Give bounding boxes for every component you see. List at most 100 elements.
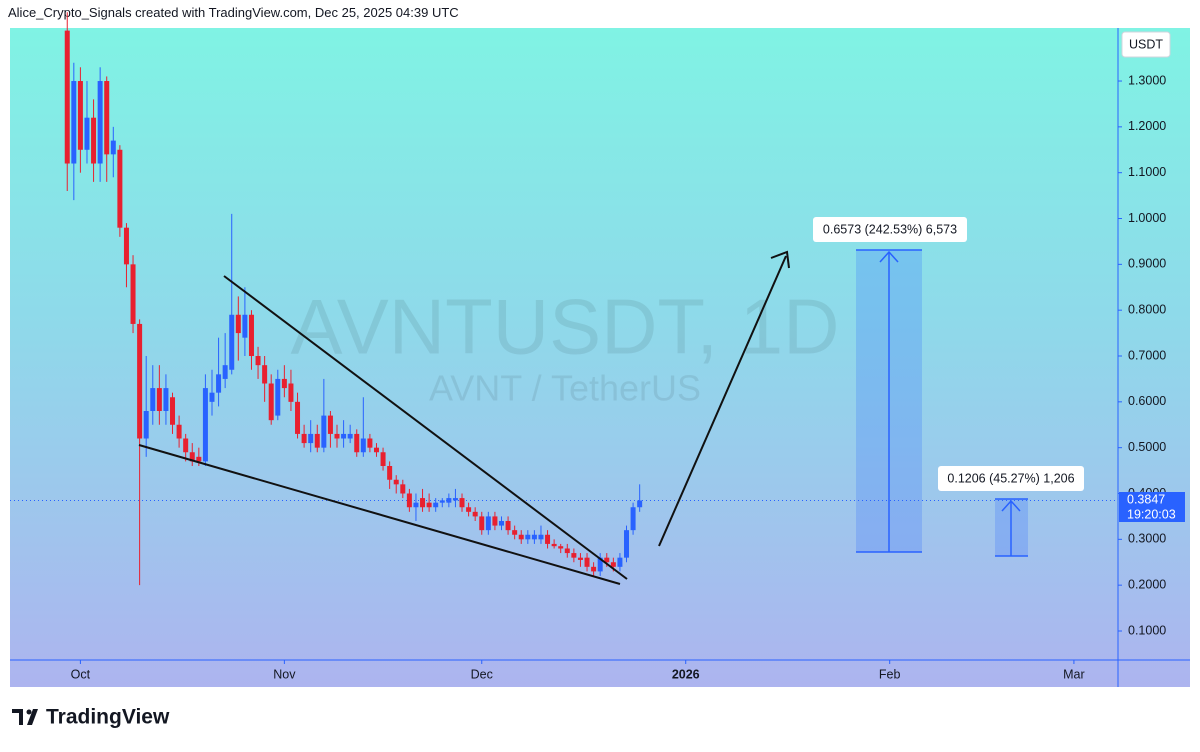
price-tag-countdown: 19:20:03 [1127,507,1176,521]
candle-body [334,433,340,439]
projection-arrow [658,255,787,547]
candle-body [262,365,268,384]
candle-body [591,566,597,572]
candle-body [624,530,630,558]
candle-body [189,452,195,462]
y-tick-label: 0.9000 [1128,257,1166,271]
x-tick-label: Dec [471,667,493,681]
candle-body [485,516,491,531]
candle-body [630,507,636,531]
candle-body [518,534,524,540]
candle-body [104,81,110,155]
candle-body [295,401,301,434]
wedge-lower-line [138,444,621,585]
candle-body [327,415,333,434]
y-tick-label: 0.8000 [1128,302,1166,316]
candle-body [301,433,307,444]
candle-body [373,447,379,453]
y-tick-label: 1.1000 [1128,165,1166,179]
candle-body [459,498,465,508]
candle-body [123,227,129,265]
price-tag [1119,492,1185,522]
logo-shape [26,709,32,715]
candle-body [110,140,116,155]
candle-body [577,557,583,560]
candle-body [413,502,419,508]
candle-body [406,493,412,508]
candle-body [137,323,143,439]
currency-box[interactable] [1121,31,1171,58]
candle-body [393,479,399,485]
measure-arrow-head [1001,499,1021,512]
y-tick-label: 0.7000 [1128,348,1166,362]
candle-body [255,356,261,366]
watermark-symbol: AVNTUSDT, 1D [291,283,840,371]
header-text: Alice_Crypto_Signals created with Tradin… [8,5,459,20]
measure-label-box [938,466,1084,491]
candle-body [202,388,208,462]
chart-background [10,28,1190,687]
candle-body [242,314,248,338]
candle-body [479,516,485,531]
brand-logo [12,709,38,725]
candle-body [150,388,156,412]
candle-body [367,438,373,448]
measure-label: 0.1206 (45.27%) 1,206 [947,471,1074,485]
candle-body [341,433,347,439]
candle-body [525,534,531,540]
candle-body [558,546,564,549]
candle-body [288,383,294,402]
candle-body [637,500,643,508]
candle-body [551,543,557,547]
measure-label-box [813,217,967,242]
logo-shape [12,709,23,713]
currency-label[interactable]: USDT [1129,37,1163,51]
candle-body [77,81,83,150]
candle-body [130,264,136,324]
candle-body [446,498,452,503]
candle-body [275,378,281,416]
x-tick-label: Nov [273,667,296,681]
candle-body [268,383,274,421]
x-tick-label: Feb [879,667,901,681]
y-tick-label: 0.3000 [1128,532,1166,546]
candle-body [216,374,222,393]
y-tick-label: 0.2000 [1128,577,1166,591]
candle-body [143,411,149,439]
candle-body [308,433,314,444]
candle-body [281,378,287,389]
candle-body [347,433,353,439]
candle-body [97,81,103,164]
candle-body [222,365,228,379]
candle-body [84,117,90,150]
candle-body [538,534,544,540]
candle-body [117,149,123,228]
candle-body [196,456,202,462]
candle-body [235,314,241,334]
candle-body [420,498,426,508]
x-tick-label: Oct [71,667,91,681]
candle-body [380,452,386,467]
candle-body [176,424,182,439]
candle-body [400,484,406,494]
candle-body [597,557,603,572]
candle-body [505,520,511,531]
candle-body [321,415,327,448]
x-tick-label: 2026 [672,667,700,681]
measure-arrow-head [879,250,899,263]
candle-body [472,511,478,517]
y-tick-label: 1.3000 [1128,73,1166,87]
wedge-upper-line [223,275,628,580]
candle-body [564,548,570,554]
candle-body [452,498,458,501]
candle-body [163,388,169,412]
candle-body [170,397,176,425]
y-tick-label: 1.2000 [1128,119,1166,133]
candle-body [229,314,235,370]
candle-body [617,557,623,567]
candle-body [156,388,162,412]
candle-body [439,500,445,503]
brand-name: TradingView [46,706,170,729]
